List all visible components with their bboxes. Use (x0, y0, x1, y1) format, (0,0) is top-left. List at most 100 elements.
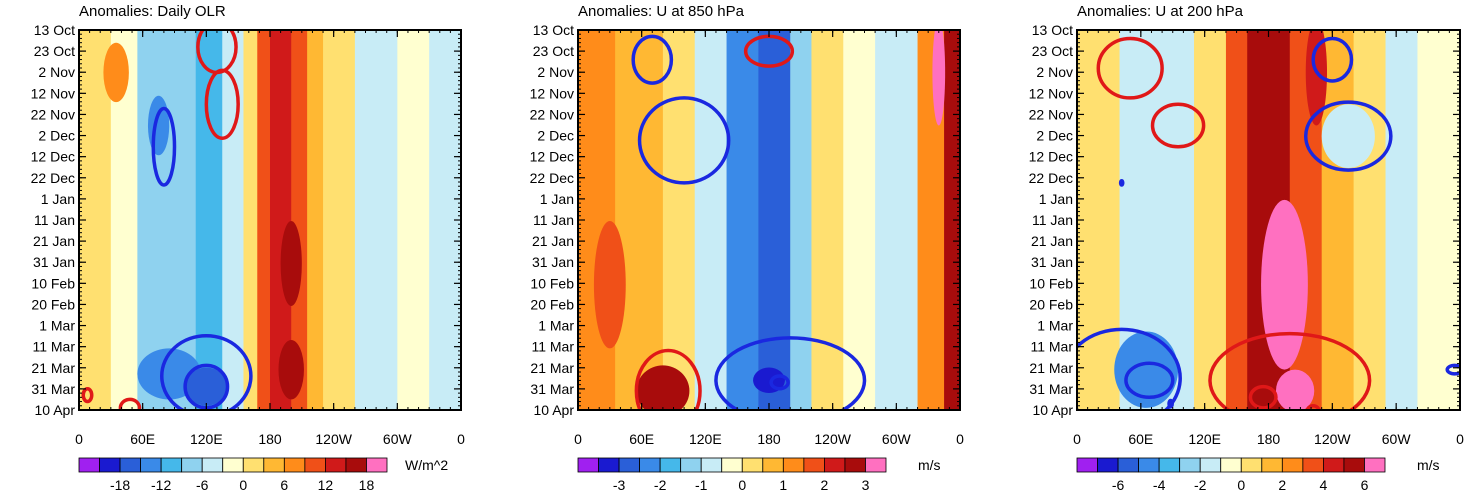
colorbar-swatch (263, 457, 285, 473)
y-tick-label: 20 Feb (530, 296, 574, 312)
colorbar-swatch (1220, 457, 1242, 473)
y-tick-label: 21 Jan (33, 233, 75, 249)
colorbar-swatch (366, 457, 388, 473)
y-tick-label: 31 Mar (1029, 381, 1073, 397)
colorbar-swatch (1240, 457, 1263, 473)
field-band-5 (758, 30, 791, 410)
y-tick-label: 1 Jan (540, 191, 574, 207)
x-tick-label: 120W (315, 431, 352, 447)
y-tick-label: 22 Nov (31, 106, 75, 122)
field-band-2 (662, 30, 696, 410)
colorbar-swatch (222, 457, 244, 473)
positive-contour-4 (1305, 404, 1322, 410)
colorbar-swatch (140, 457, 162, 473)
x-tick-label: 120E (1188, 431, 1221, 447)
x-tick-label: 120E (689, 431, 722, 447)
y-tick-label: 1 Jan (41, 191, 75, 207)
field-blob-1 (1261, 199, 1308, 370)
colorbar-swatch (824, 457, 846, 473)
field-band-8 (270, 30, 292, 410)
colorbar-swatch (741, 457, 764, 473)
colorbar-swatch (181, 457, 203, 473)
x-tick-label: 60E (130, 431, 155, 447)
field-blob-2 (1275, 369, 1315, 410)
colorbar-swatch (659, 457, 682, 473)
x-tick-label: 180 (1257, 431, 1281, 447)
positive-contour-0 (1096, 36, 1164, 100)
field-band-7 (811, 30, 844, 410)
y-tick-label: 21 Mar (530, 360, 574, 376)
y-tick-label: 21 Jan (532, 233, 574, 249)
y-tick-label: 11 Mar (531, 339, 574, 355)
x-tick-label: 60W (1382, 431, 1412, 447)
y-tick-label: 1 Jan (1039, 191, 1073, 207)
colorbar-swatch (242, 457, 265, 473)
y-tick-label: 12 Dec (31, 149, 75, 165)
y-tick-label: 22 Dec (1029, 170, 1073, 186)
colorbar-swatch (160, 457, 183, 473)
y-tick-label: 10 Apr (1033, 402, 1074, 418)
colorbar-swatch (304, 457, 326, 473)
y-tick-label: 2 Nov (1036, 64, 1073, 80)
y-tick-label: 21 Mar (31, 360, 75, 376)
colorbar-swatch (803, 457, 825, 473)
colorbar-swatch (1323, 457, 1345, 473)
y-tick-label: 23 Oct (1032, 43, 1073, 59)
colorbar-swatch (1261, 457, 1283, 473)
panel-title: Anomalies: Daily OLR (79, 3, 226, 20)
x-tick-label: 120W (814, 431, 851, 447)
y-tick-label: 2 Nov (38, 64, 75, 80)
field-blob-3 (280, 221, 302, 306)
field-blob-2 (147, 95, 170, 156)
y-tick-label: 2 Dec (38, 128, 75, 144)
colorbar-swatch (345, 457, 367, 473)
negative-contour-4 (1445, 363, 1460, 376)
y-tick-label: 12 Nov (31, 85, 75, 101)
negative-contour-3 (769, 374, 790, 391)
field-band-1 (615, 30, 664, 410)
field-band-6 (790, 30, 812, 410)
y-tick-label: 1 Mar (1037, 318, 1073, 334)
field-blob-1 (753, 367, 785, 394)
positive-contour-1 (1150, 102, 1206, 149)
y-tick-label: 22 Nov (1029, 106, 1073, 122)
panel-title: Anomalies: U at 200 hPa (1077, 3, 1244, 20)
colorbar-label: 0 (239, 477, 247, 493)
negative-contour-1 (1303, 100, 1393, 172)
colorbar-swatch (680, 457, 702, 473)
y-tick-label: 11 Jan (533, 212, 574, 228)
field-band-4 (1225, 30, 1248, 410)
colorbar-label: -2 (1194, 477, 1207, 493)
y-tick-label: 12 Nov (530, 85, 574, 101)
y-tick-label: 10 Feb (530, 275, 574, 291)
y-tick-label: 13 Oct (533, 22, 574, 38)
field-blob-2 (932, 30, 946, 126)
x-tick-label: 0 (956, 431, 964, 447)
field-band-3 (1194, 30, 1227, 410)
colorbar-swatch (1281, 457, 1304, 473)
colorbar-label: 18 (359, 477, 375, 493)
y-tick-label: 2 Nov (537, 64, 574, 80)
y-tick-label: 21 Mar (1029, 360, 1073, 376)
colorbar-label: -4 (1153, 477, 1166, 493)
y-tick-label: 23 Oct (34, 43, 75, 59)
colorbar-swatch (283, 457, 306, 473)
colorbar-label: 2 (1278, 477, 1286, 493)
positive-contour-3 (1248, 384, 1278, 410)
field-band-7 (1321, 30, 1355, 410)
colorbar-label: -6 (1112, 477, 1125, 493)
colorbar-swatch (1364, 457, 1386, 473)
y-tick-label: 12 Dec (530, 149, 574, 165)
colorbar-swatch (99, 457, 121, 473)
x-tick-label: 120W (1314, 431, 1351, 447)
field-band-12 (354, 30, 398, 410)
y-tick-label: 11 Jan (34, 212, 75, 228)
colorbar-swatch (865, 457, 887, 473)
negative-contour-2 (1077, 327, 1182, 410)
x-tick-label: 0 (1456, 431, 1464, 447)
y-tick-label: 23 Oct (533, 43, 574, 59)
colorbar-label: 12 (318, 477, 334, 493)
